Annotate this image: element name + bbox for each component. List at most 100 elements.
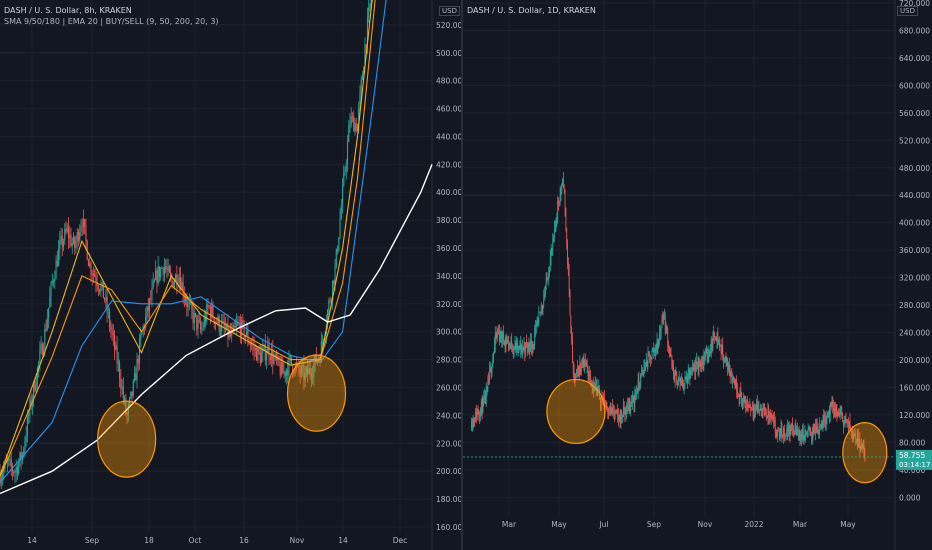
- chart-panel-left[interactable]: 540.000 520.000 500.000 480.000 460.000 440.0…: [0, 0, 462, 550]
- candle-body: [539, 311, 541, 313]
- ma-line-sma50: [0, 0, 387, 483]
- candle-body: [748, 407, 750, 408]
- candle-body: [258, 347, 260, 352]
- candle-body: [356, 124, 359, 131]
- candle-body: [274, 354, 276, 358]
- candle-body: [760, 408, 762, 413]
- candle-body: [814, 424, 816, 433]
- right-currency-badge[interactable]: USD: [897, 6, 918, 16]
- candle-body: [607, 408, 609, 413]
- candle-body: [265, 354, 268, 361]
- candle-body: [698, 364, 700, 370]
- candle-body: [135, 373, 137, 381]
- candle-body: [586, 366, 588, 368]
- candle-body: [328, 300, 330, 311]
- candle-body: [608, 412, 609, 415]
- candle-body: [852, 432, 853, 438]
- candle-body: [251, 345, 253, 347]
- chart-panel-right[interactable]: 720.000 680.000 640.000 600.000 560.000 520.0…: [463, 0, 932, 550]
- candle-body: [765, 410, 767, 418]
- candle-body: [30, 399, 32, 407]
- candle-body: [570, 315, 572, 333]
- candle-body: [101, 282, 103, 286]
- candle-body: [109, 311, 111, 327]
- candle-body: [72, 237, 75, 244]
- candle-body: [847, 419, 849, 427]
- candle-body: [202, 327, 204, 329]
- candle-body: [540, 311, 541, 313]
- y-tick-label: 280.000: [899, 301, 930, 310]
- candle-body: [677, 380, 678, 386]
- candle-body: [183, 295, 185, 299]
- candle-body: [624, 409, 626, 414]
- candle-body: [677, 379, 679, 381]
- candle-body: [268, 344, 270, 358]
- candle-body: [809, 427, 811, 429]
- candle-body: [641, 372, 642, 375]
- candle-body: [769, 412, 770, 417]
- candle-body: [226, 323, 228, 330]
- candle-body: [222, 321, 224, 323]
- candle-body: [163, 266, 165, 275]
- candle-body: [542, 305, 544, 308]
- candle-body: [556, 216, 558, 221]
- candle-body: [583, 359, 585, 367]
- candle-body: [806, 433, 807, 435]
- candle-body: [718, 340, 720, 343]
- candle-body: [661, 317, 663, 328]
- candle-body: [623, 406, 625, 414]
- candle-body: [740, 390, 742, 397]
- candle-body: [336, 249, 339, 251]
- candle-body: [803, 436, 805, 440]
- candle-body: [644, 367, 646, 368]
- candle-body: [715, 337, 717, 341]
- candle-body: [753, 412, 755, 414]
- y-tick-label: 360.000: [436, 244, 462, 253]
- candle-body: [728, 363, 729, 371]
- candle-body: [697, 365, 699, 370]
- candle-body: [720, 345, 722, 353]
- candle-body: [370, 0, 372, 4]
- candle-body: [534, 333, 536, 345]
- candle-body: [645, 361, 647, 367]
- candle-body: [723, 360, 725, 363]
- candle-body: [794, 426, 796, 433]
- left-currency-badge[interactable]: USD: [439, 6, 460, 16]
- y-tick-label: 80.000: [899, 438, 925, 447]
- candle-body: [516, 342, 518, 351]
- candle-body: [845, 420, 847, 422]
- candle-body: [668, 347, 670, 352]
- candle-body: [666, 326, 668, 332]
- candle-body: [495, 335, 497, 337]
- y-tick-label: 160.000: [436, 523, 462, 532]
- candle-body: [485, 389, 487, 404]
- candle-body: [243, 322, 245, 339]
- candle-body: [177, 282, 179, 285]
- candle-body: [856, 440, 857, 442]
- candle-body: [24, 441, 26, 451]
- candle-body: [751, 407, 752, 409]
- candle-body: [309, 368, 311, 374]
- right-chart-canvas[interactable]: 720.000 680.000 640.000 600.000 560.000 520.0…: [463, 0, 932, 550]
- candle-body: [687, 376, 688, 383]
- ma-line-ema20: [0, 0, 376, 478]
- candle-body: [668, 344, 669, 348]
- candle-body: [62, 241, 65, 247]
- candle-body: [799, 434, 801, 439]
- panel-divider[interactable]: [461, 0, 463, 550]
- x-tick-label: Sep: [85, 536, 99, 545]
- candle-body: [752, 408, 754, 413]
- candle-body: [494, 335, 496, 346]
- candle-body: [248, 342, 250, 345]
- candle-body: [194, 313, 197, 316]
- candle-body: [90, 263, 92, 275]
- candle-body: [839, 412, 841, 417]
- candle-body: [279, 364, 281, 376]
- candle-body: [127, 404, 129, 415]
- candle-body: [758, 405, 760, 410]
- candle-body: [619, 415, 621, 423]
- left-chart-canvas[interactable]: 540.000 520.000 500.000 480.000 460.000 440.0…: [0, 0, 462, 550]
- candle-body: [15, 467, 17, 473]
- candle-body: [120, 378, 122, 389]
- candle-body: [6, 460, 9, 462]
